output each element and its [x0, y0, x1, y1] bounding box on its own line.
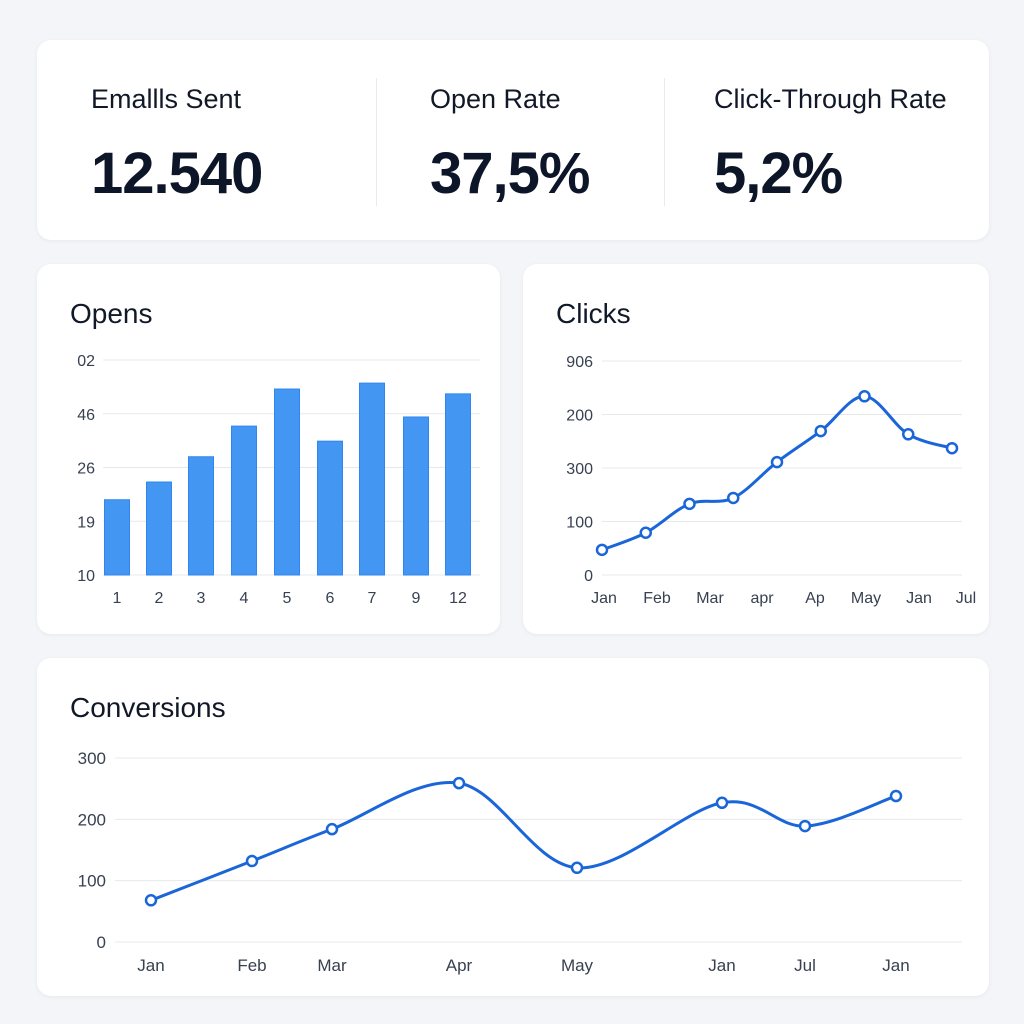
x-tick-label: 9 — [412, 590, 421, 607]
y-tick-label: 02 — [77, 353, 95, 370]
divider — [376, 78, 377, 206]
divider — [664, 78, 665, 206]
x-tick-label: 12 — [449, 590, 467, 607]
bar — [231, 425, 257, 576]
kpi-value: 12.540 — [91, 141, 263, 206]
bar — [146, 481, 172, 576]
data-point — [902, 428, 915, 441]
x-tick-label: Mar — [317, 956, 347, 975]
data-point — [889, 789, 903, 803]
y-tick-label: 0 — [97, 933, 106, 952]
y-tick-label: 46 — [77, 407, 95, 424]
data-point — [770, 455, 784, 469]
y-tick-label: 200 — [566, 408, 593, 425]
y-tick-label: 10 — [77, 568, 95, 585]
data-point — [798, 819, 812, 833]
y-tick-label: 906 — [566, 354, 593, 371]
kpi-card: Emallls Sent 12.540 Open Rate 37,5% Clic… — [37, 40, 989, 240]
data-point — [595, 543, 609, 557]
chart-title: Clicks — [556, 298, 631, 329]
x-tick-label: Jan — [137, 956, 164, 975]
bar — [104, 499, 130, 576]
kpi-value: 5,2% — [714, 141, 843, 206]
data-point — [144, 894, 158, 907]
bar — [188, 456, 214, 576]
clicks-card: Clicks 0 100 300 200 906 Jan Feb Mar apr Ap May Jan… — [523, 264, 989, 634]
x-tick-label: 3 — [197, 590, 206, 607]
x-tick-label: May — [561, 956, 594, 975]
y-tick-label: 100 — [78, 872, 106, 891]
x-tick-label: 1 — [113, 590, 122, 607]
y-tick-label: 200 — [78, 810, 106, 829]
clicks-chart: 0 100 300 200 906 Jan Feb Mar apr Ap May Jan Jul — [566, 354, 976, 607]
y-tick-label: 19 — [77, 514, 95, 531]
conversions-card: Conversions 0 100 200 300 Jan Feb Mar Apr May Jan… — [37, 658, 989, 996]
bar — [274, 388, 300, 576]
y-tick-label: 300 — [78, 749, 106, 768]
x-tick-label: Jan — [591, 590, 617, 607]
bar — [445, 393, 471, 576]
chart-title: Opens — [70, 298, 153, 329]
conversions-chart: 0 100 200 300 Jan Feb Mar Apr May Jan Jul Jan — [78, 749, 962, 975]
bar — [359, 382, 385, 576]
x-tick-label: 7 — [368, 590, 377, 607]
data-point — [452, 776, 466, 790]
x-tick-label: Jan — [708, 956, 735, 975]
x-tick-label: May — [851, 590, 881, 607]
data-point — [639, 526, 652, 539]
x-tick-label: Jan — [882, 956, 909, 975]
chart-title: Conversions — [70, 692, 226, 723]
x-tick-label: Feb — [643, 590, 671, 607]
data-point — [325, 822, 339, 836]
x-tick-label: Jul — [794, 956, 816, 975]
data-point — [245, 854, 259, 868]
x-tick-label: Ap — [805, 590, 825, 607]
x-tick-label: 4 — [240, 590, 249, 607]
x-tick-label: Apr — [446, 956, 473, 975]
kpi-label: Click-Through Rate — [714, 84, 947, 114]
data-point — [727, 491, 740, 505]
y-tick-label: 100 — [566, 515, 593, 532]
data-point — [814, 424, 827, 438]
conversions-line — [149, 780, 898, 902]
x-tick-label: Feb — [237, 956, 266, 975]
y-tick-label: 0 — [584, 568, 593, 585]
x-tick-label: 6 — [326, 590, 335, 607]
clicks-line — [600, 394, 954, 552]
x-tick-label: 5 — [283, 590, 292, 607]
kpi-value: 37,5% — [430, 141, 590, 206]
y-tick-label: 300 — [566, 461, 593, 478]
x-tick-label: apr — [750, 590, 774, 607]
opens-card: Opens 10 19 26 46 02 1 2 3 4 5 6 7 9 12 — [37, 264, 500, 634]
x-tick-label: Jan — [906, 590, 932, 607]
bar — [317, 440, 343, 576]
data-point — [683, 497, 696, 511]
x-tick-label: Mar — [696, 590, 724, 607]
y-tick-label: 26 — [77, 461, 95, 478]
bar — [403, 416, 429, 576]
x-tick-label: Jul — [956, 590, 976, 607]
data-point — [715, 796, 729, 810]
x-tick-label: 2 — [155, 590, 164, 607]
data-point — [945, 441, 959, 455]
kpi-label: Emallls Sent — [91, 84, 242, 114]
kpi-label: Open Rate — [430, 84, 561, 114]
data-point — [570, 861, 584, 875]
data-point — [858, 390, 871, 403]
